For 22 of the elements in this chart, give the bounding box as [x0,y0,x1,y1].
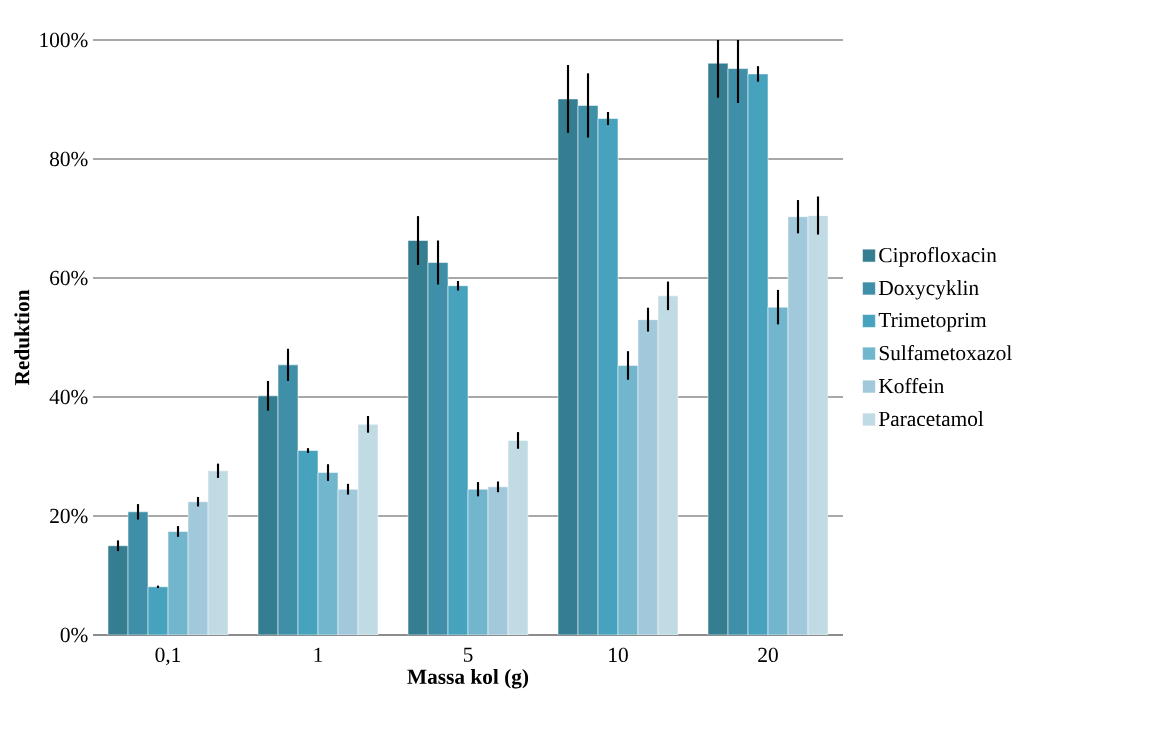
legend-label: Trimetoprim [878,312,987,332]
y-axis-title: Reduktion [14,289,30,386]
x-axis-title: Massa kol (g) [407,668,529,689]
legend-label: Sulfametoxazol [879,345,1012,361]
bar [747,73,769,635]
y-tick-label: 60% [50,270,88,286]
x-tick-label: 20 [758,647,778,663]
bar [597,118,619,635]
legend-label: Paracetamol [878,411,984,427]
y-tick-label: 0% [60,627,88,643]
bar [447,285,469,635]
legend-label: Doxycyklin [878,280,979,300]
y-tick-label: 80% [50,151,88,167]
y-tick-label: 20% [50,508,88,524]
legend-label: Ciprofloxacin [879,247,997,267]
y-tick-label: 40% [49,389,88,405]
legend-label: Koffein [878,378,945,394]
x-tick-label: 0,1 [155,647,181,666]
x-tick-label: 5 [463,647,473,662]
y-tick-label: 100% [40,32,88,48]
x-tick-label: 10 [609,647,628,663]
x-tick-label: 1 [314,647,323,662]
